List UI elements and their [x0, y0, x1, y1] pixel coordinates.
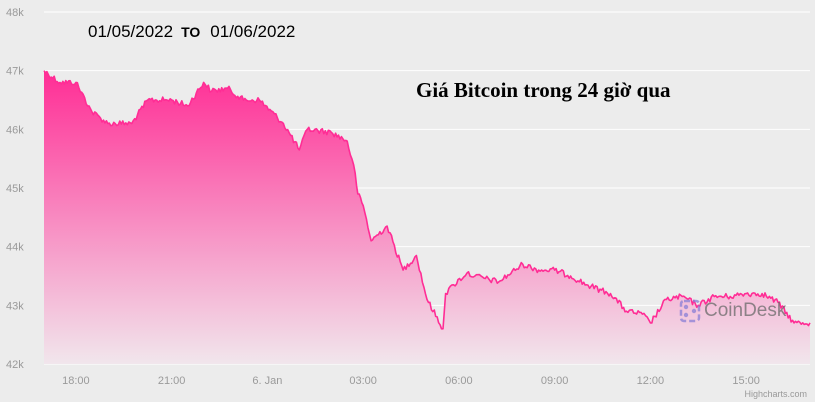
highcharts-credit: Highcharts.com: [744, 389, 807, 399]
x-tick-label: 12:00: [637, 375, 665, 387]
coindesk-watermark: CoinDesk: [679, 299, 786, 323]
x-tick-label: 03:00: [349, 375, 377, 387]
price-area-fill: [44, 70, 810, 364]
coindesk-logo-icon: [679, 299, 701, 323]
y-axis: 42k 43k 44k 45k 46k 47k 48k: [6, 7, 24, 371]
date-range: 01/05/2022 TO 01/06/2022: [88, 22, 295, 42]
x-tick-label: 06:00: [445, 375, 473, 387]
y-tick-label: 46k: [6, 124, 24, 136]
y-tick-label: 47k: [6, 66, 24, 78]
overlay-title: Giá Bitcoin trong 24 giờ qua: [416, 78, 671, 102]
x-tick-label: 18:00: [62, 375, 90, 387]
y-tick-label: 43k: [6, 300, 24, 312]
x-tick-label: 15:00: [732, 375, 760, 387]
x-tick-label: 09:00: [541, 375, 569, 387]
price-series-line: [43, 70, 811, 330]
y-tick-label: 48k: [6, 7, 24, 19]
date-from: 01/05/2022: [88, 22, 174, 41]
date-to-word: TO: [181, 24, 201, 40]
y-tick-label: 45k: [6, 183, 24, 195]
y-tick-label: 42k: [6, 359, 24, 371]
x-tick-label: 21:00: [158, 375, 186, 387]
date-to: 01/06/2022: [210, 22, 296, 41]
watermark-text: CoinDesk: [704, 300, 787, 321]
x-tick-label: 6. Jan: [252, 375, 282, 387]
y-tick-label: 44k: [6, 242, 24, 254]
x-axis: 18:00 21:00 6. Jan 03:00 06:00 09:00 12:00 15:0…: [62, 375, 760, 387]
